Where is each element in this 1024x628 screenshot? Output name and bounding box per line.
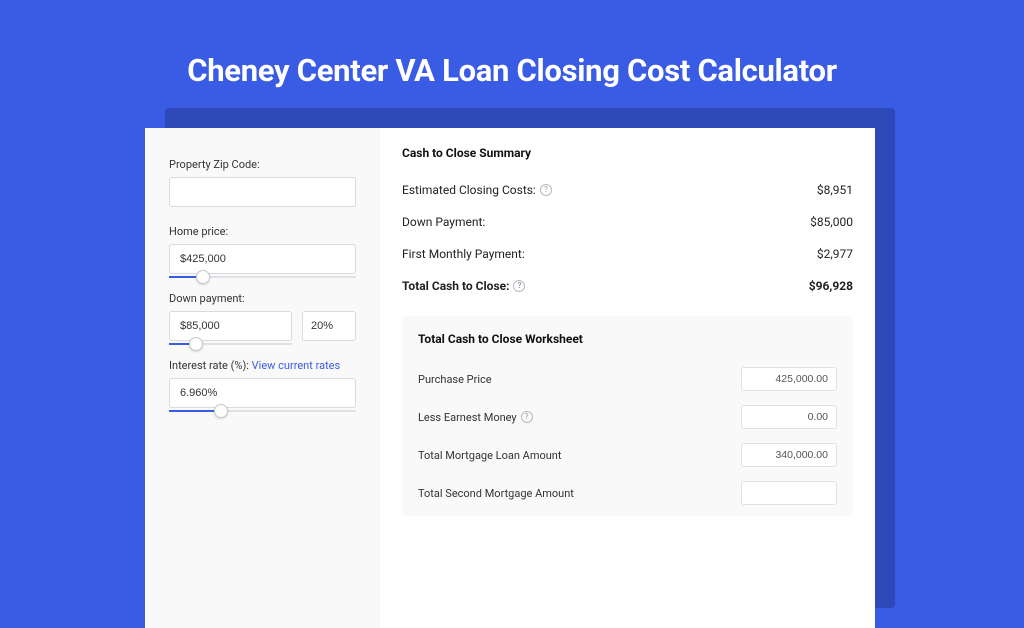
summary-row-label: Estimated Closing Costs:? [402,183,552,197]
help-icon[interactable]: ? [513,280,525,292]
worksheet-row: Less Earnest Money? [418,398,837,436]
summary-row: Total Cash to Close:? $96,928 [402,270,853,302]
worksheet-value-input[interactable] [741,481,837,505]
worksheet-value-input[interactable] [741,367,837,391]
summary-list: Estimated Closing Costs:? $8,951 Down Paym… [402,174,853,302]
down-payment-label: Down payment: [169,292,356,305]
down-payment-input[interactable] [169,311,292,341]
home-price-input[interactable] [169,244,356,274]
worksheet-row-label: Total Mortgage Loan Amount [418,449,561,462]
inputs-panel: Property Zip Code: Home price: Down paym… [145,128,380,628]
home-price-slider[interactable] [169,244,356,274]
worksheet-row-label: Purchase Price [418,373,492,386]
worksheet-row-label: Less Earnest Money? [418,411,533,424]
summary-row-value: $96,928 [809,279,853,293]
summary-row-label: Total Cash to Close:? [402,279,525,293]
slider-thumb[interactable] [196,270,210,284]
summary-title: Cash to Close Summary [402,146,853,160]
interest-label: Interest rate (%): View current rates [169,359,356,372]
summary-row: Down Payment: $85,000 [402,206,853,238]
home-price-label: Home price: [169,225,356,238]
worksheet-row-label: Total Second Mortgage Amount [418,487,574,500]
interest-slider[interactable] [169,378,356,408]
down-payment-pct-input[interactable] [302,311,356,341]
slider-thumb[interactable] [214,404,228,418]
down-payment-slider[interactable] [169,311,292,341]
worksheet-value-input[interactable] [741,443,837,467]
zip-field-group: Property Zip Code: [169,158,356,207]
summary-row: Estimated Closing Costs:? $8,951 [402,174,853,206]
summary-row-value: $85,000 [810,215,853,229]
view-rates-link[interactable]: View current rates [252,359,341,372]
interest-label-text: Interest rate (%): [169,359,249,372]
calculator-card: Property Zip Code: Home price: Down paym… [145,128,875,628]
zip-input[interactable] [169,177,356,207]
summary-row-label: Down Payment: [402,215,485,229]
results-panel: Cash to Close Summary Estimated Closing … [380,128,875,628]
home-price-group: Home price: [169,225,356,274]
worksheet-title: Total Cash to Close Worksheet [418,332,837,346]
worksheet-list: Purchase Price Less Earnest Money? Total M… [418,360,837,512]
summary-row-value: $8,951 [817,183,853,197]
help-icon[interactable]: ? [540,184,552,196]
worksheet-value-input[interactable] [741,405,837,429]
summary-row-value: $2,977 [817,247,853,261]
worksheet-row: Purchase Price [418,360,837,398]
down-payment-group: Down payment: [169,292,356,341]
interest-group: Interest rate (%): View current rates [169,359,356,408]
zip-label: Property Zip Code: [169,158,356,171]
help-icon[interactable]: ? [521,411,533,423]
worksheet-section: Total Cash to Close Worksheet Purchase P… [402,316,853,516]
worksheet-row: Total Mortgage Loan Amount [418,436,837,474]
page-title: Cheney Center VA Loan Closing Cost Calcu… [0,0,1024,89]
slider-thumb[interactable] [189,337,203,351]
worksheet-row: Total Second Mortgage Amount [418,474,837,512]
interest-input[interactable] [169,378,356,408]
summary-row: First Monthly Payment: $2,977 [402,238,853,270]
summary-row-label: First Monthly Payment: [402,247,525,261]
